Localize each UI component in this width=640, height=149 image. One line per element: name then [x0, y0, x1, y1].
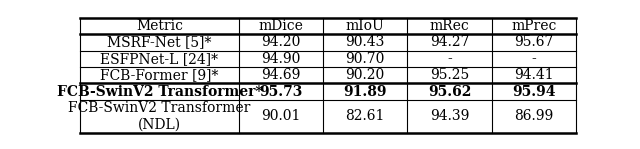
Text: mDice: mDice — [259, 19, 303, 33]
Text: 82.61: 82.61 — [346, 109, 385, 123]
Text: 94.69: 94.69 — [261, 68, 301, 82]
Text: mRec: mRec — [429, 19, 469, 33]
Text: 86.99: 86.99 — [514, 109, 554, 123]
Text: mPrec: mPrec — [511, 19, 557, 33]
Text: 90.43: 90.43 — [346, 35, 385, 49]
Text: 91.89: 91.89 — [344, 85, 387, 99]
Text: 94.90: 94.90 — [261, 52, 301, 66]
Text: 94.20: 94.20 — [261, 35, 301, 49]
Text: ESFPNet-L [24]*: ESFPNet-L [24]* — [100, 52, 218, 66]
Text: mIoU: mIoU — [346, 19, 385, 33]
Text: -: - — [447, 52, 452, 66]
Text: 90.70: 90.70 — [346, 52, 385, 66]
Text: 94.41: 94.41 — [514, 68, 554, 82]
Text: MSRF-Net [5]*: MSRF-Net [5]* — [107, 35, 212, 49]
Text: -: - — [531, 52, 536, 66]
Text: Metric: Metric — [136, 19, 183, 33]
Text: 95.73: 95.73 — [259, 85, 303, 99]
Text: 94.39: 94.39 — [430, 109, 469, 123]
Text: 95.25: 95.25 — [430, 68, 469, 82]
Text: 95.67: 95.67 — [514, 35, 554, 49]
Text: 95.94: 95.94 — [512, 85, 556, 99]
Text: 94.27: 94.27 — [430, 35, 469, 49]
Text: FCB-SwinV2 Transformer
(NDL): FCB-SwinV2 Transformer (NDL) — [68, 101, 250, 131]
Text: FCB-Former [9]*: FCB-Former [9]* — [100, 68, 218, 82]
Text: 95.62: 95.62 — [428, 85, 471, 99]
Text: 90.20: 90.20 — [346, 68, 385, 82]
Text: 90.01: 90.01 — [261, 109, 301, 123]
Text: FCB-SwinV2 Transformer*: FCB-SwinV2 Transformer* — [56, 85, 262, 99]
